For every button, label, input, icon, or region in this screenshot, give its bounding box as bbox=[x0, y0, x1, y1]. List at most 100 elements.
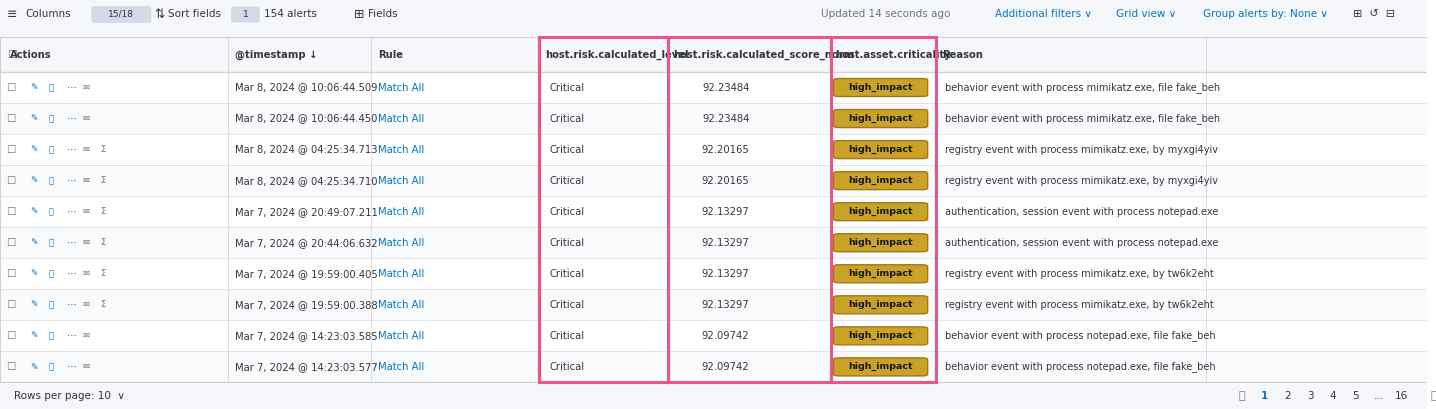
Text: 3: 3 bbox=[1307, 391, 1314, 401]
Text: 92.23484: 92.23484 bbox=[702, 114, 750, 124]
Text: Sort fields: Sort fields bbox=[168, 9, 221, 19]
Text: ✉: ✉ bbox=[83, 269, 90, 278]
Text: registry event with process mimikatz.exe, by myxgi4yiv: registry event with process mimikatz.exe… bbox=[945, 175, 1218, 186]
FancyBboxPatch shape bbox=[231, 7, 260, 22]
Text: Mar 7, 2024 @ 20:44:06.632: Mar 7, 2024 @ 20:44:06.632 bbox=[236, 238, 378, 248]
Text: 1: 1 bbox=[1261, 391, 1268, 401]
Text: ⤶: ⤶ bbox=[49, 362, 53, 371]
Text: ✉: ✉ bbox=[83, 145, 90, 154]
FancyBboxPatch shape bbox=[0, 382, 1427, 409]
FancyBboxPatch shape bbox=[833, 110, 928, 128]
Text: 92.13297: 92.13297 bbox=[702, 238, 750, 248]
Text: Σ: Σ bbox=[101, 269, 105, 278]
Text: ☐: ☐ bbox=[6, 362, 14, 372]
Text: Mar 7, 2024 @ 14:23:03.585: Mar 7, 2024 @ 14:23:03.585 bbox=[236, 331, 378, 341]
Text: ☐: ☐ bbox=[6, 114, 14, 124]
Text: 4: 4 bbox=[1330, 391, 1337, 401]
Text: 92.20165: 92.20165 bbox=[702, 145, 750, 155]
Text: Σ: Σ bbox=[101, 145, 105, 154]
Text: ✎: ✎ bbox=[30, 362, 37, 371]
FancyBboxPatch shape bbox=[0, 227, 1427, 258]
Text: ✎: ✎ bbox=[30, 207, 37, 216]
Text: Mar 8, 2024 @ 04:25:34.710: Mar 8, 2024 @ 04:25:34.710 bbox=[236, 175, 378, 186]
FancyBboxPatch shape bbox=[0, 37, 1427, 72]
Text: ✎: ✎ bbox=[30, 238, 37, 247]
Text: authentication, session event with process notepad.exe: authentication, session event with proce… bbox=[945, 207, 1218, 217]
Text: ⋯: ⋯ bbox=[67, 238, 78, 248]
Text: ⋯: ⋯ bbox=[67, 114, 78, 124]
Text: 92.13297: 92.13297 bbox=[702, 269, 750, 279]
Text: Critical: Critical bbox=[550, 331, 584, 341]
Text: host.asset.criticality: host.asset.criticality bbox=[834, 49, 951, 60]
Text: Match All: Match All bbox=[378, 207, 425, 217]
Text: host.risk.calculated_score_norm: host.risk.calculated_score_norm bbox=[673, 49, 854, 60]
Text: ⇅: ⇅ bbox=[154, 8, 165, 21]
Text: registry event with process mimikatz.exe, by myxgi4yiv: registry event with process mimikatz.exe… bbox=[945, 145, 1218, 155]
Text: authentication, session event with process notepad.exe: authentication, session event with proce… bbox=[945, 238, 1218, 248]
Text: ⤶: ⤶ bbox=[49, 238, 53, 247]
Text: Rule: Rule bbox=[378, 49, 404, 60]
Text: ☐: ☐ bbox=[6, 331, 14, 341]
Text: Mar 7, 2024 @ 14:23:03.577: Mar 7, 2024 @ 14:23:03.577 bbox=[236, 362, 378, 372]
Text: high_impact: high_impact bbox=[849, 362, 913, 371]
Text: Rows per page: 10  ∨: Rows per page: 10 ∨ bbox=[14, 391, 125, 401]
Text: 〈: 〈 bbox=[1239, 391, 1245, 401]
Text: Updated 14 seconds ago: Updated 14 seconds ago bbox=[820, 9, 951, 19]
Text: ⤶: ⤶ bbox=[49, 300, 53, 309]
FancyBboxPatch shape bbox=[0, 165, 1427, 196]
Text: ⤶: ⤶ bbox=[49, 176, 53, 185]
Text: registry event with process mimikatz.exe, by tw6k2eht: registry event with process mimikatz.exe… bbox=[945, 300, 1213, 310]
Text: ✎: ✎ bbox=[30, 176, 37, 185]
Text: high_impact: high_impact bbox=[849, 269, 913, 279]
Text: 154 alerts: 154 alerts bbox=[264, 9, 317, 19]
Text: Critical: Critical bbox=[550, 145, 584, 155]
Text: Critical: Critical bbox=[550, 207, 584, 217]
Text: Critical: Critical bbox=[550, 175, 584, 186]
Text: ✉: ✉ bbox=[83, 331, 90, 340]
Text: Match All: Match All bbox=[378, 269, 425, 279]
Text: Match All: Match All bbox=[378, 175, 425, 186]
Text: high_impact: high_impact bbox=[849, 114, 913, 123]
Text: ⋯: ⋯ bbox=[67, 207, 78, 217]
Text: ⤶: ⤶ bbox=[49, 145, 53, 154]
Text: Actions: Actions bbox=[10, 49, 52, 60]
Text: high_impact: high_impact bbox=[849, 176, 913, 185]
Text: ✉: ✉ bbox=[83, 238, 90, 247]
Text: ≡: ≡ bbox=[7, 8, 17, 21]
FancyBboxPatch shape bbox=[833, 172, 928, 190]
Text: ⤶: ⤶ bbox=[49, 114, 53, 123]
Text: Critical: Critical bbox=[550, 83, 584, 92]
FancyBboxPatch shape bbox=[0, 258, 1427, 289]
Text: ⋯: ⋯ bbox=[67, 331, 78, 341]
Text: 5: 5 bbox=[1353, 391, 1358, 401]
Text: Critical: Critical bbox=[550, 300, 584, 310]
Text: ✉: ✉ bbox=[83, 362, 90, 371]
Text: Group alerts by: None ∨: Group alerts by: None ∨ bbox=[1203, 9, 1328, 19]
Text: 92.20165: 92.20165 bbox=[702, 175, 750, 186]
Text: Σ: Σ bbox=[101, 238, 105, 247]
Text: @timestamp ↓: @timestamp ↓ bbox=[236, 49, 317, 60]
Text: Σ: Σ bbox=[101, 300, 105, 309]
Text: high_impact: high_impact bbox=[849, 238, 913, 247]
Text: ⊞  ↺  ⊟: ⊞ ↺ ⊟ bbox=[1353, 9, 1394, 19]
Text: Match All: Match All bbox=[378, 83, 425, 92]
Text: 92.09742: 92.09742 bbox=[702, 331, 750, 341]
Text: Match All: Match All bbox=[378, 145, 425, 155]
Text: 92.13297: 92.13297 bbox=[702, 300, 750, 310]
Text: Columns: Columns bbox=[26, 9, 72, 19]
FancyBboxPatch shape bbox=[833, 79, 928, 97]
Text: ☐: ☐ bbox=[6, 175, 14, 186]
Text: ☐: ☐ bbox=[6, 207, 14, 217]
Text: ⤶: ⤶ bbox=[49, 207, 53, 216]
Text: behavior event with process notepad.exe, file fake_beh: behavior event with process notepad.exe,… bbox=[945, 362, 1215, 372]
Text: ✎: ✎ bbox=[30, 114, 37, 123]
Text: Mar 7, 2024 @ 20:49:07.211: Mar 7, 2024 @ 20:49:07.211 bbox=[236, 207, 378, 217]
Text: Critical: Critical bbox=[550, 362, 584, 372]
Text: Grid view ∨: Grid view ∨ bbox=[1116, 9, 1176, 19]
Text: Mar 8, 2024 @ 04:25:34.713: Mar 8, 2024 @ 04:25:34.713 bbox=[236, 145, 378, 155]
Text: Additional filters ∨: Additional filters ∨ bbox=[995, 9, 1091, 19]
FancyBboxPatch shape bbox=[833, 141, 928, 159]
FancyBboxPatch shape bbox=[0, 103, 1427, 134]
Text: high_impact: high_impact bbox=[849, 207, 913, 216]
FancyBboxPatch shape bbox=[0, 320, 1427, 351]
